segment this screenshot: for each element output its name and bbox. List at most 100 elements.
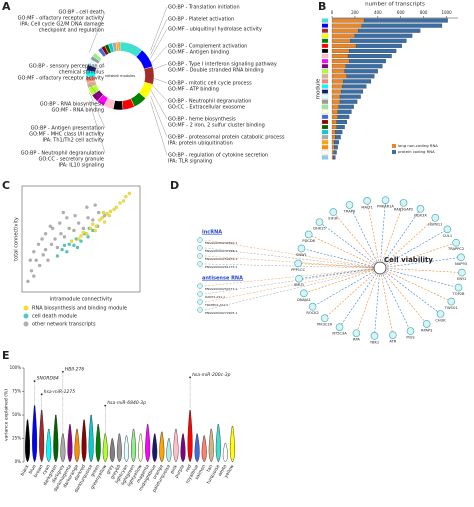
annotation: GO:BP - RNA biosynthesis bbox=[40, 102, 105, 108]
edge bbox=[379, 242, 457, 269]
bar-segment bbox=[331, 99, 341, 104]
bar-segment bbox=[331, 89, 342, 94]
bar-segment bbox=[331, 124, 337, 130]
node bbox=[197, 245, 203, 251]
node-label: RPAP3 bbox=[421, 328, 432, 332]
outlier-label: SNORD84 bbox=[37, 376, 59, 382]
point bbox=[107, 214, 111, 218]
node bbox=[443, 225, 452, 234]
bar-segment bbox=[345, 64, 383, 69]
point bbox=[112, 207, 116, 211]
violin bbox=[173, 428, 179, 463]
point bbox=[29, 269, 34, 273]
module-swatch bbox=[321, 74, 329, 79]
node bbox=[452, 238, 460, 247]
outlier-label: hsa-miR-6840-3p bbox=[107, 400, 146, 406]
annotation: GO:MF - olfactory receptor activity bbox=[18, 16, 104, 22]
edge bbox=[379, 267, 427, 325]
module-swatch bbox=[321, 109, 329, 114]
x-tick-label: white bbox=[217, 464, 228, 478]
bar-segment bbox=[339, 94, 361, 99]
edge bbox=[379, 217, 436, 269]
bar-segment bbox=[334, 140, 339, 145]
point bbox=[61, 210, 65, 215]
module-swatch bbox=[321, 155, 329, 160]
point bbox=[124, 194, 128, 199]
node bbox=[352, 329, 361, 337]
y-axis-label: total connectivity bbox=[14, 217, 20, 261]
module-swatch bbox=[321, 84, 329, 89]
point bbox=[36, 242, 41, 246]
hub-label: Cell viability bbox=[384, 256, 433, 264]
leader-line bbox=[150, 102, 168, 156]
leader-line bbox=[89, 92, 106, 129]
bar-segment bbox=[354, 33, 413, 38]
center-label: network modules bbox=[105, 74, 135, 78]
module-swatch bbox=[321, 64, 329, 69]
leader-line bbox=[150, 89, 168, 120]
leader-line bbox=[150, 28, 168, 59]
node-label: TRAF6 bbox=[343, 209, 356, 213]
annotation: GO:MF - 2 iron, 2 sulfur cluster binding bbox=[168, 123, 265, 129]
annotation: GO:MF - RNA binding bbox=[52, 108, 104, 114]
bar-segment bbox=[331, 43, 357, 48]
node bbox=[329, 208, 338, 216]
annotation: GO:BP - proteasomal protein catabolic pr… bbox=[168, 135, 285, 141]
x-tick-label: 400 bbox=[374, 10, 382, 15]
violin bbox=[74, 428, 80, 463]
point bbox=[72, 243, 76, 248]
panel-label: C bbox=[2, 179, 10, 192]
bar-segment bbox=[331, 155, 334, 160]
donut-segment bbox=[117, 41, 121, 52]
violin bbox=[187, 410, 193, 463]
bar-segment bbox=[347, 53, 392, 59]
node bbox=[320, 314, 329, 322]
annotation: IPA: Th1/Th2 cell activity bbox=[43, 138, 105, 144]
node-label: ENSG00000254777.1 bbox=[205, 287, 237, 291]
point bbox=[75, 245, 80, 250]
edge bbox=[379, 202, 404, 269]
violin bbox=[131, 428, 137, 463]
annotation: GO:CC - Extracellular exosome bbox=[168, 105, 245, 111]
point bbox=[26, 279, 30, 284]
bar-segment bbox=[346, 74, 375, 79]
point bbox=[65, 216, 69, 220]
point bbox=[51, 226, 55, 231]
module-swatch bbox=[321, 48, 329, 54]
node-label: SNW1 bbox=[296, 253, 307, 257]
module-swatch bbox=[321, 124, 329, 130]
point bbox=[108, 209, 113, 214]
x-tick-label: blue bbox=[28, 464, 38, 476]
annotation: GO:BP - Antigen presentation bbox=[31, 126, 104, 132]
node bbox=[335, 323, 344, 331]
point bbox=[72, 228, 76, 233]
bar-segment bbox=[331, 109, 338, 114]
point bbox=[53, 237, 57, 241]
point bbox=[79, 239, 83, 243]
bar-segment bbox=[331, 18, 365, 23]
annotation: GO:BP - Neutrophil degranulation bbox=[21, 151, 104, 157]
point bbox=[62, 235, 67, 239]
donut-segment bbox=[143, 66, 155, 85]
node-label: ENSG00000272405.1 bbox=[205, 311, 237, 315]
point bbox=[114, 205, 119, 209]
outlier bbox=[61, 370, 64, 373]
annotation: IPA: protein ubiquitination bbox=[168, 141, 233, 147]
edge bbox=[379, 267, 452, 302]
module-swatch bbox=[321, 150, 329, 155]
annotation: IPA: IL10 signaling bbox=[58, 163, 104, 169]
group-title: antisense RNA bbox=[202, 276, 243, 282]
y-tick-label: 25% bbox=[12, 436, 21, 441]
legend-label: RNA biosynthesis and binding module bbox=[32, 306, 127, 312]
leader-line bbox=[89, 65, 106, 72]
node-label: TWSG1 bbox=[444, 306, 458, 310]
violin bbox=[116, 433, 122, 463]
point bbox=[86, 235, 90, 239]
leader-line bbox=[150, 63, 168, 71]
bar-segment bbox=[331, 119, 337, 125]
bar-segment bbox=[339, 99, 358, 104]
point bbox=[28, 258, 32, 262]
point bbox=[41, 253, 45, 257]
node bbox=[197, 283, 203, 289]
